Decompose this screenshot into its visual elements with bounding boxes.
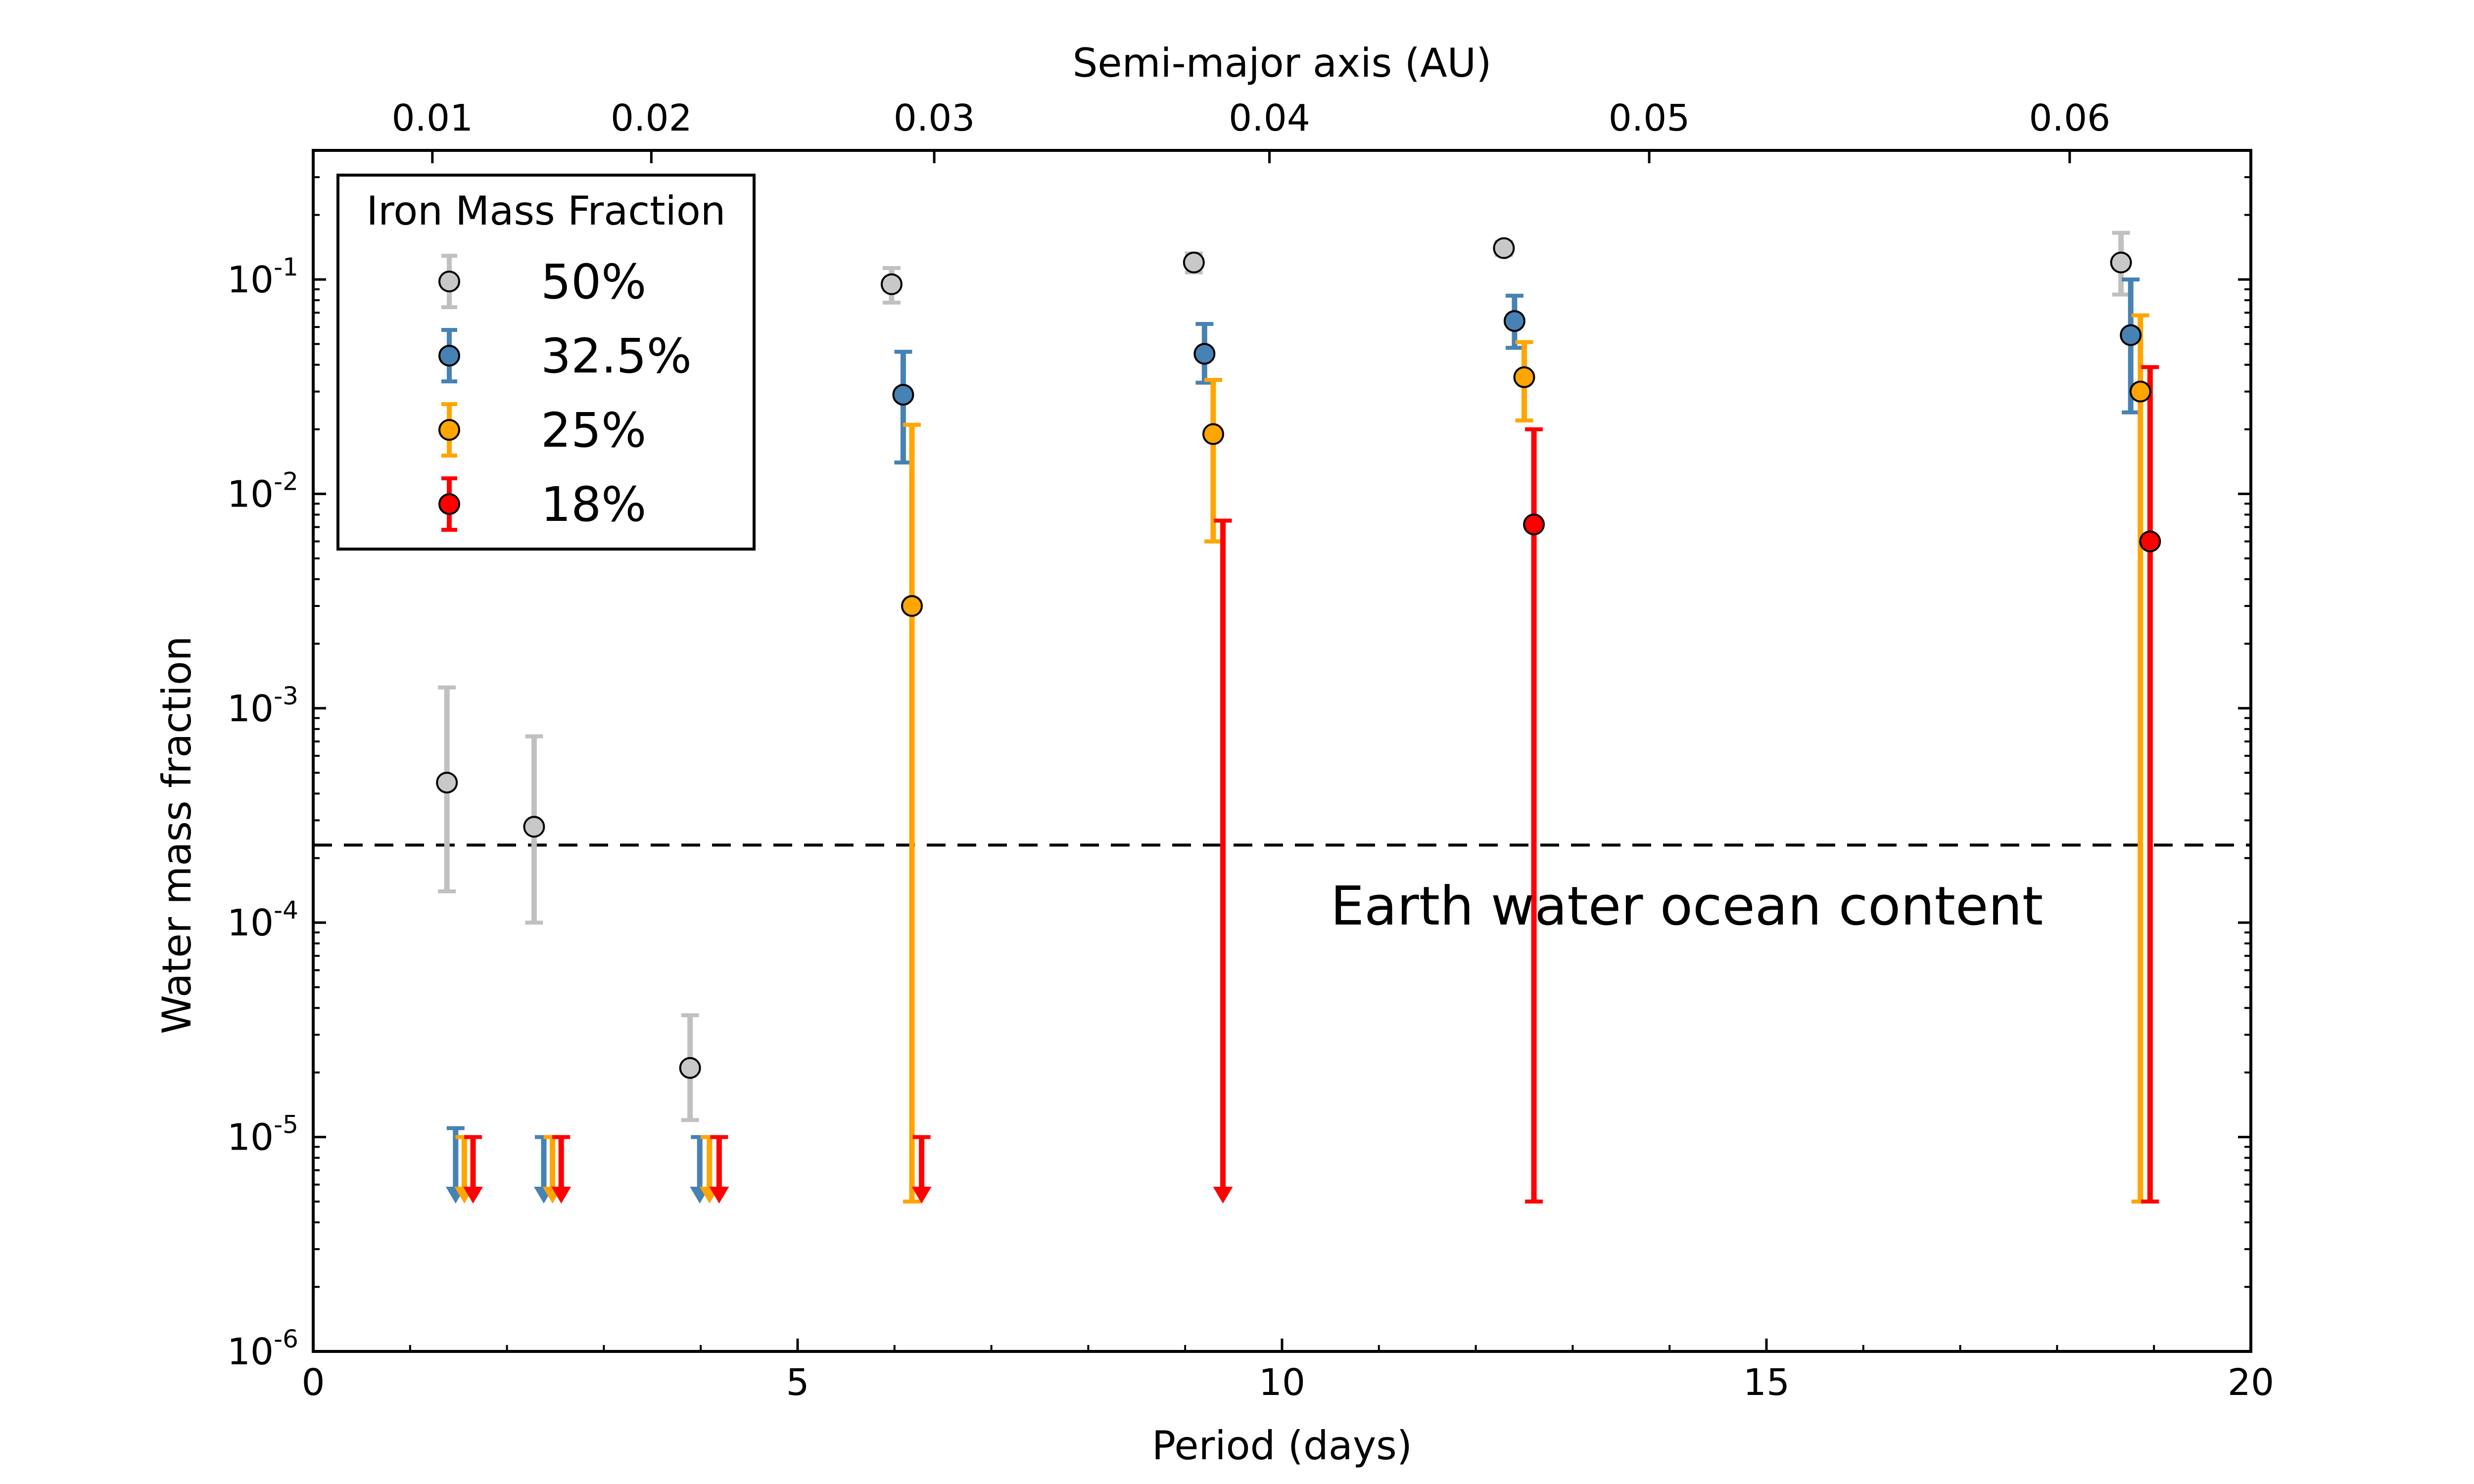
data-point <box>1493 237 1515 259</box>
legend: Iron Mass Fraction 50% 32.5% 25% 18% <box>336 174 756 551</box>
legend-label: 18% <box>541 477 646 532</box>
data-point <box>880 273 903 295</box>
error-bar <box>2141 365 2159 1204</box>
x2-tick-label: 0.04 <box>1229 97 1310 139</box>
y-tick-label: 10-4 <box>227 896 298 944</box>
series-3 <box>463 365 2159 1204</box>
x2-axis-label: Semi-major axis (AU) <box>1073 40 1492 86</box>
legend-entry: 18% <box>438 476 646 532</box>
legend-title: Iron Mass Fraction <box>367 188 726 234</box>
y-tick-label: 10-3 <box>227 682 298 730</box>
x2-tick-label: 0.05 <box>1609 97 1690 139</box>
legend-entry: 50% <box>438 254 646 310</box>
series-2 <box>454 313 2149 1204</box>
data-point <box>679 1057 701 1079</box>
legend-entry: 32.5% <box>438 328 692 384</box>
upper-limit-arrow <box>911 1135 932 1204</box>
x-tick-label: 15 <box>1743 1361 1790 1404</box>
axes-layer: Earth water ocean content 0 5 10 15 20 0.01 0.0… <box>154 40 2274 1469</box>
error-bar <box>894 350 912 465</box>
error-bar <box>2131 313 2149 1204</box>
legend-entry: 25% <box>438 402 646 458</box>
x-tick-label: 20 <box>2228 1361 2274 1404</box>
legend-label: 50% <box>541 254 646 310</box>
data-point <box>892 383 914 406</box>
upper-limit-arrow <box>1213 518 1233 1204</box>
data-point <box>2110 251 2132 274</box>
data-point <box>2129 380 2151 403</box>
legend-label: 32.5% <box>541 328 692 384</box>
y-tick-label: 10-1 <box>227 253 298 301</box>
reference-annotation: Earth water ocean content <box>1331 876 2043 937</box>
upper-limit-arrow <box>709 1135 729 1204</box>
data-point <box>1523 513 1545 536</box>
data-point <box>1193 343 1216 365</box>
data-point <box>1202 423 1224 445</box>
y-tick-label: 10-5 <box>227 1111 298 1159</box>
error-bar <box>1525 427 1543 1204</box>
x-tick-label: 0 <box>301 1361 325 1404</box>
data-point <box>2120 324 2142 346</box>
data-point <box>901 595 923 617</box>
error-bar <box>1204 378 1222 544</box>
data-point <box>1503 310 1525 332</box>
legend-box <box>336 174 756 551</box>
x-tick-label: 10 <box>1259 1361 1305 1404</box>
data-point <box>1513 366 1535 388</box>
x2-tick-label: 0.01 <box>391 97 473 139</box>
x2-tick-label: 0.02 <box>611 97 692 139</box>
data-point <box>2139 530 2161 553</box>
upper-limit-arrow <box>463 1135 483 1204</box>
x-axis-label: Period (days) <box>1152 1423 1412 1469</box>
y-axis-label: Water mass fraction <box>154 636 200 1034</box>
data-point <box>436 772 458 794</box>
data-point <box>1183 251 1205 274</box>
y-tick-label: 10-6 <box>227 1325 298 1373</box>
plot-layer <box>313 231 2251 1204</box>
error-bar <box>903 422 921 1204</box>
legend-label: 25% <box>541 403 646 458</box>
x2-tick-label: 0.03 <box>894 97 975 139</box>
data-point <box>523 816 545 838</box>
upper-limit-arrow <box>551 1135 571 1204</box>
x-tick-label: 5 <box>786 1361 809 1404</box>
y-tick-label: 10-2 <box>227 467 298 515</box>
x2-tick-label: 0.06 <box>2029 97 2110 139</box>
